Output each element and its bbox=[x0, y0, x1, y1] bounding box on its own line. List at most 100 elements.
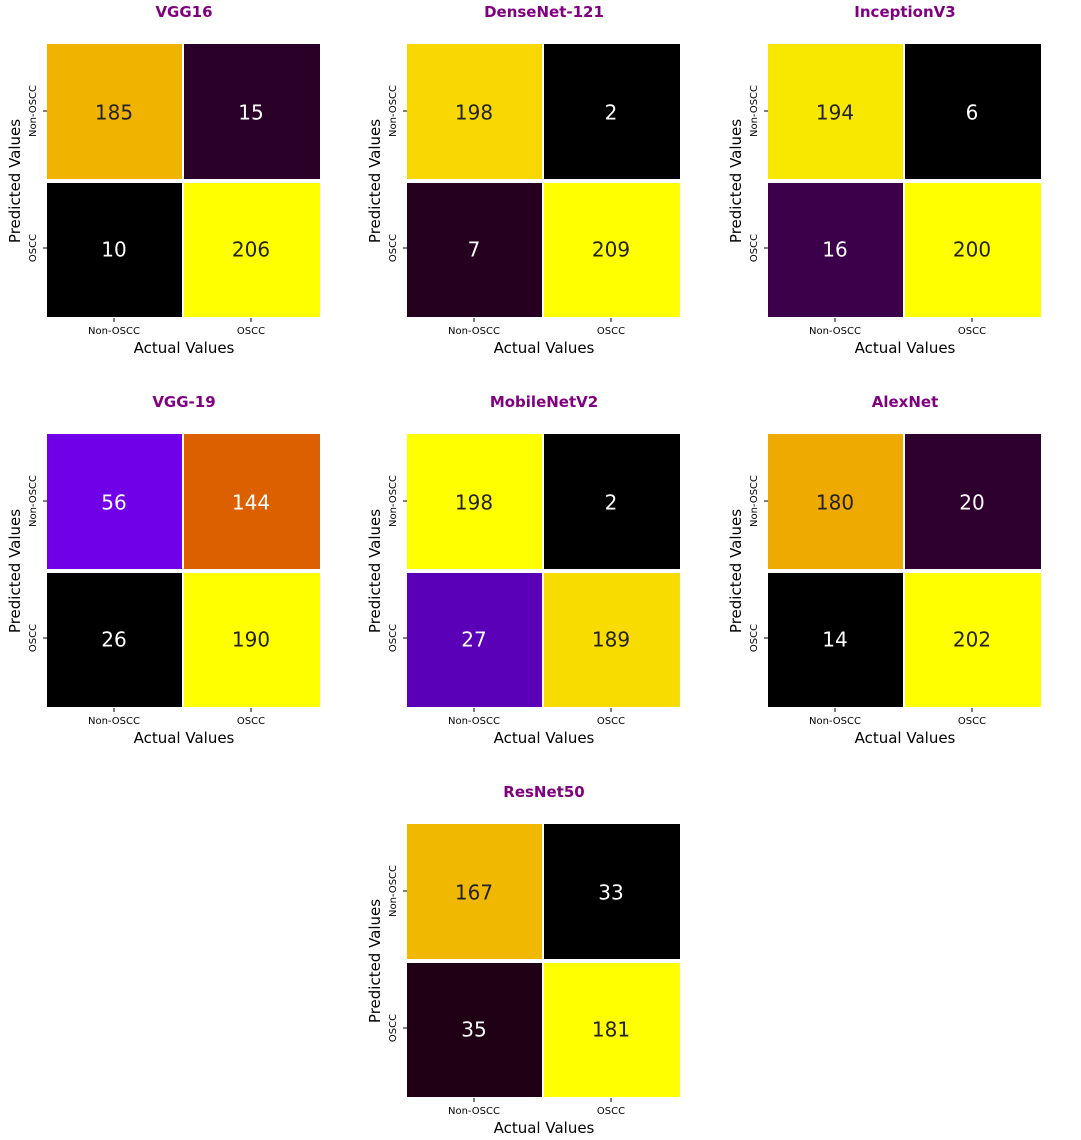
confusion-matrix-panel: AlexNet 180 20 14 202 Non-OSCC OSCC Non-OSCC OSC… bbox=[727, 393, 1041, 747]
heatmap-cell bbox=[407, 824, 542, 959]
x-axis-label: Actual Values bbox=[494, 729, 595, 747]
heatmap-cell bbox=[905, 44, 1041, 179]
x-tick-label: Non-OSCC bbox=[448, 1106, 500, 1117]
y-tick-label: Non-OSCC bbox=[749, 475, 760, 527]
x-tick-label: Non-OSCC bbox=[448, 326, 500, 337]
panel-title: ResNet50 bbox=[503, 783, 584, 801]
heatmap-cell bbox=[47, 573, 182, 707]
x-tick-label: Non-OSCC bbox=[88, 326, 140, 337]
heatmap-cell bbox=[544, 44, 680, 179]
x-axis-label: Actual Values bbox=[134, 729, 235, 747]
y-tick-label: OSCC bbox=[388, 234, 399, 262]
y-tick-label: Non-OSCC bbox=[28, 475, 39, 527]
cell-value-label: 15 bbox=[238, 101, 263, 125]
x-tick-label: OSCC bbox=[237, 716, 265, 727]
cell-value-label: 206 bbox=[232, 238, 270, 262]
panel-title: VGG-19 bbox=[152, 393, 215, 411]
y-tick-label: Non-OSCC bbox=[388, 85, 399, 137]
cell-value-label: 7 bbox=[468, 238, 481, 262]
cell-value-label: 198 bbox=[455, 491, 493, 515]
cell-value-label: 189 bbox=[592, 628, 630, 652]
x-axis-label: Actual Values bbox=[494, 1119, 595, 1137]
heatmap-cell bbox=[407, 573, 542, 707]
cell-value-label: 10 bbox=[101, 238, 126, 262]
heatmap-cell bbox=[544, 183, 680, 317]
heatmap-cell bbox=[47, 434, 182, 569]
heatmap-cell bbox=[768, 573, 903, 707]
cell-value-label: 200 bbox=[953, 238, 991, 262]
y-tick-label: Non-OSCC bbox=[28, 85, 39, 137]
y-axis-label: Predicted Values bbox=[6, 119, 24, 243]
y-tick-label: OSCC bbox=[388, 1014, 399, 1042]
cell-value-label: 194 bbox=[816, 101, 854, 125]
heatmap-cell bbox=[905, 183, 1041, 317]
x-tick-label: Non-OSCC bbox=[88, 716, 140, 727]
heatmap-cell bbox=[184, 44, 320, 179]
y-axis-label: Predicted Values bbox=[366, 119, 384, 243]
confusion-matrix-panel: VGG-19 56 144 26 190 Non-OSCC OSCC Non-OSCC OSCC… bbox=[6, 393, 320, 747]
x-tick-label: OSCC bbox=[237, 326, 265, 337]
cell-value-label: 180 bbox=[816, 491, 854, 515]
y-axis-label: Predicted Values bbox=[6, 509, 24, 633]
confusion-matrix-panel: MobileNetV2 198 2 27 189 Non-OSCC OSCC Non-OSCC… bbox=[366, 393, 680, 747]
y-tick-label: OSCC bbox=[388, 624, 399, 652]
cell-value-label: 56 bbox=[101, 491, 126, 515]
y-tick-label: Non-OSCC bbox=[388, 475, 399, 527]
heatmap-cell bbox=[47, 44, 182, 179]
cell-value-label: 33 bbox=[598, 881, 623, 905]
cell-value-label: 185 bbox=[95, 101, 133, 125]
panel-title: InceptionV3 bbox=[854, 3, 955, 21]
heatmap-cell bbox=[768, 183, 903, 317]
cell-value-label: 181 bbox=[592, 1018, 630, 1042]
x-tick-label: Non-OSCC bbox=[809, 326, 861, 337]
cell-value-label: 167 bbox=[455, 881, 493, 905]
heatmap-cell bbox=[407, 963, 542, 1097]
cell-value-label: 14 bbox=[822, 628, 847, 652]
panel-title: AlexNet bbox=[872, 393, 939, 411]
heatmap-cell bbox=[407, 434, 542, 569]
heatmap-cell bbox=[184, 573, 320, 707]
confusion-matrix-panel: DenseNet-121 198 2 7 209 Non-OSCC OSCC Non-OSCC… bbox=[366, 3, 680, 357]
cell-value-label: 144 bbox=[232, 491, 270, 515]
x-tick-label: OSCC bbox=[597, 1106, 625, 1117]
y-tick-label: Non-OSCC bbox=[749, 85, 760, 137]
heatmap-cell bbox=[47, 183, 182, 317]
cell-value-label: 20 bbox=[959, 491, 984, 515]
x-axis-label: Actual Values bbox=[855, 339, 956, 357]
cell-value-label: 26 bbox=[101, 628, 126, 652]
heatmap-cell bbox=[407, 44, 542, 179]
heatmap-cell bbox=[905, 573, 1041, 707]
y-axis-label: Predicted Values bbox=[727, 119, 745, 243]
y-axis-label: Predicted Values bbox=[727, 509, 745, 633]
x-axis-label: Actual Values bbox=[855, 729, 956, 747]
cell-value-label: 2 bbox=[605, 491, 618, 515]
x-tick-label: OSCC bbox=[597, 716, 625, 727]
heatmap-cell bbox=[905, 434, 1041, 569]
y-tick-label: OSCC bbox=[28, 234, 39, 262]
x-tick-label: Non-OSCC bbox=[448, 716, 500, 727]
y-axis-label: Predicted Values bbox=[366, 899, 384, 1023]
x-tick-label: OSCC bbox=[597, 326, 625, 337]
cell-value-label: 6 bbox=[966, 101, 979, 125]
cell-value-label: 190 bbox=[232, 628, 270, 652]
heatmap-cell bbox=[544, 434, 680, 569]
x-tick-label: OSCC bbox=[958, 326, 986, 337]
heatmap-cell bbox=[768, 44, 903, 179]
panel-title: MobileNetV2 bbox=[490, 393, 598, 411]
y-axis-label: Predicted Values bbox=[366, 509, 384, 633]
cell-value-label: 202 bbox=[953, 628, 991, 652]
y-tick-label: OSCC bbox=[749, 234, 760, 262]
heatmap-cell bbox=[184, 434, 320, 569]
y-tick-label: OSCC bbox=[749, 624, 760, 652]
cell-value-label: 16 bbox=[822, 238, 847, 262]
cell-value-label: 27 bbox=[461, 628, 486, 652]
cell-value-label: 35 bbox=[461, 1018, 486, 1042]
x-axis-label: Actual Values bbox=[494, 339, 595, 357]
confusion-matrix-panel: ResNet50 167 33 35 181 Non-OSCC OSCC Non-OSCC OS… bbox=[366, 783, 680, 1137]
heatmap-cell bbox=[184, 183, 320, 317]
heatmap-cell bbox=[544, 963, 680, 1097]
confusion-matrix-panel: InceptionV3 194 6 16 200 Non-OSCC OSCC Non-OSCC… bbox=[727, 3, 1041, 357]
